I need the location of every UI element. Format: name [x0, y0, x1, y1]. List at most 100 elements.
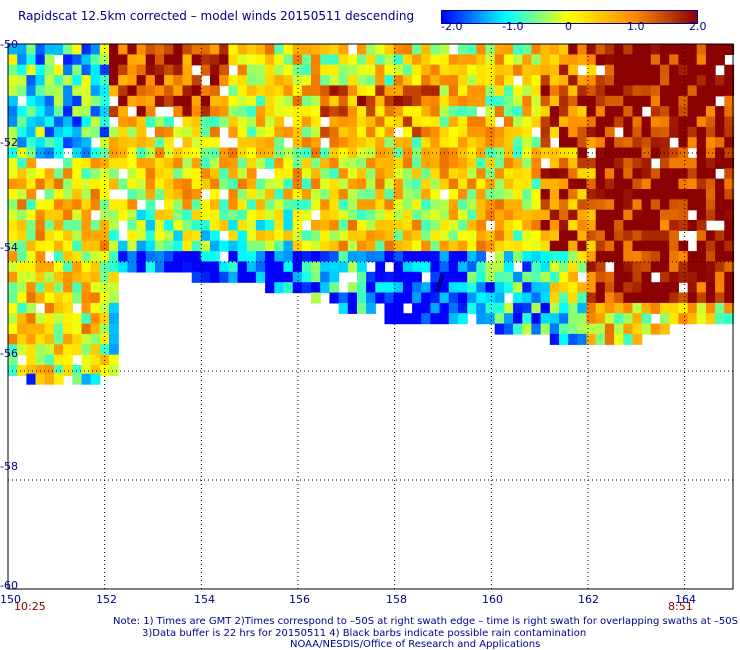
data-cell	[8, 333, 18, 345]
data-cell	[669, 147, 679, 159]
data-cell	[320, 209, 330, 221]
data-cell	[393, 199, 404, 211]
data-cell	[559, 126, 569, 138]
data-cell	[531, 209, 542, 221]
data-cell	[81, 106, 92, 118]
data-cell	[467, 271, 477, 283]
data-cell	[476, 251, 487, 263]
data-cell	[200, 178, 211, 190]
data-cell	[357, 199, 367, 211]
data-cell	[513, 220, 523, 231]
data-cell	[8, 137, 18, 149]
data-cell	[604, 85, 615, 97]
data-cell	[366, 157, 376, 169]
data-cell	[705, 240, 716, 252]
data-cell	[595, 209, 606, 221]
data-cell	[604, 137, 615, 149]
data-cell	[338, 189, 349, 200]
data-cell	[577, 220, 588, 231]
data-cell	[173, 85, 184, 97]
data-cell	[439, 178, 450, 190]
data-cell	[632, 313, 643, 325]
data-cell	[384, 220, 395, 231]
data-cell	[430, 240, 441, 252]
data-cell	[632, 220, 643, 231]
data-cell	[191, 261, 202, 273]
data-cell	[494, 251, 505, 263]
data-cell	[375, 220, 386, 231]
data-cell	[210, 75, 220, 87]
data-cell	[81, 85, 92, 97]
data-cell	[200, 230, 211, 242]
data-cell	[641, 261, 652, 273]
data-cell	[439, 137, 450, 149]
data-cell	[439, 230, 450, 242]
data-cell	[90, 261, 101, 273]
data-cell	[623, 106, 634, 118]
data-cell	[421, 313, 431, 325]
data-cell	[375, 282, 386, 294]
data-cell	[357, 251, 367, 263]
data-cell	[724, 126, 735, 138]
data-cell	[81, 220, 92, 231]
data-cell	[338, 106, 349, 118]
end-time-label: 8:51	[668, 600, 693, 613]
data-cell	[559, 230, 569, 242]
data-cell	[549, 116, 560, 128]
data-cell	[568, 209, 578, 221]
data-cell	[568, 282, 578, 294]
data-cell	[17, 199, 27, 211]
data-cell	[531, 189, 542, 200]
data-cell	[513, 147, 523, 159]
data-cell	[200, 85, 211, 97]
data-cell	[320, 168, 330, 180]
data-cell	[503, 282, 514, 294]
data-cell	[338, 75, 349, 87]
data-cell	[81, 373, 92, 385]
data-cell	[338, 157, 349, 169]
data-cell	[623, 209, 634, 221]
data-cell	[246, 189, 257, 200]
data-cell	[228, 85, 239, 97]
data-cell	[8, 271, 18, 283]
data-cell	[8, 44, 18, 55]
data-cell	[136, 178, 147, 190]
data-cell	[301, 64, 312, 76]
data-cell	[210, 251, 220, 263]
data-cell	[485, 137, 496, 149]
data-cell	[586, 189, 597, 200]
data-cell	[485, 126, 496, 138]
data-cell	[678, 126, 689, 138]
data-cell	[237, 251, 248, 263]
data-cell	[476, 282, 487, 294]
data-cell	[127, 168, 138, 180]
data-cell	[44, 54, 55, 66]
data-cell	[412, 282, 422, 294]
data-cell	[421, 54, 431, 66]
data-cell	[503, 220, 514, 231]
data-cell	[531, 302, 542, 314]
data-cell	[237, 44, 248, 55]
data-cell	[448, 292, 459, 304]
data-cell	[145, 240, 156, 252]
data-cell	[8, 323, 18, 335]
data-cell	[467, 189, 477, 200]
data-cell	[559, 168, 569, 180]
data-cell	[283, 168, 294, 180]
data-cell	[402, 240, 413, 252]
data-cell	[641, 137, 652, 149]
data-cell	[421, 199, 431, 211]
data-cell	[421, 137, 431, 149]
data-cell	[476, 147, 487, 159]
data-cell	[494, 178, 505, 190]
data-cell	[265, 261, 275, 273]
data-cell	[265, 106, 275, 118]
data-cell	[274, 116, 285, 128]
data-cell	[660, 251, 670, 263]
data-cell	[503, 271, 514, 283]
data-cell	[559, 75, 569, 87]
y-tick-label: -58	[0, 460, 18, 473]
data-cell	[715, 178, 725, 190]
data-cell	[237, 116, 248, 128]
data-cell	[219, 95, 229, 107]
